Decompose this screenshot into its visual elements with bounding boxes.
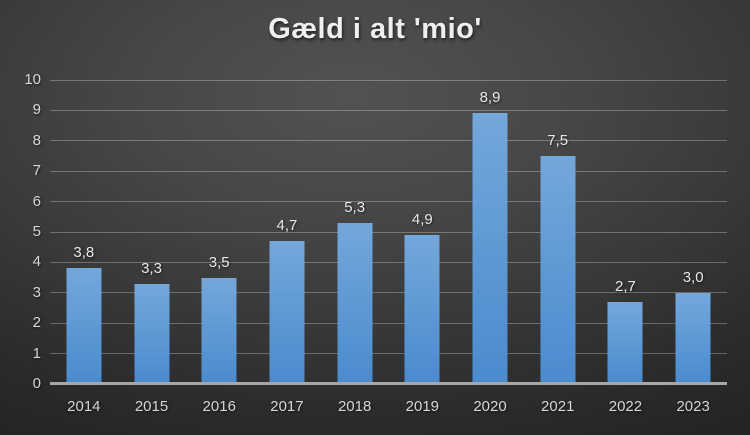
y-tick-label: 3 [32, 283, 41, 301]
bar-column: 3,0 [659, 80, 727, 384]
bar [134, 283, 170, 384]
bar [269, 241, 305, 384]
y-tick-label: 8 [32, 131, 41, 149]
y-tick-label: 7 [32, 162, 41, 180]
bar-column: 4,7 [253, 80, 321, 384]
bar-value-label: 3,8 [73, 244, 95, 262]
bar-column: 4,9 [389, 80, 457, 384]
y-tick-label: 4 [32, 253, 41, 271]
bar-column: 7,5 [524, 80, 592, 384]
bar-column: 3,3 [118, 80, 186, 384]
gridline [50, 109, 727, 111]
x-tick-label: 2018 [337, 398, 372, 415]
bar-value-label: 3,3 [141, 259, 162, 277]
gridline [50, 261, 727, 263]
bar-value-label: 5,3 [344, 198, 366, 216]
y-tick-label: 2 [32, 314, 41, 332]
gridline [50, 292, 727, 294]
bar-value-label: 8,9 [479, 89, 501, 107]
bar [337, 222, 373, 384]
gridline [50, 322, 727, 324]
bar [472, 113, 508, 384]
gridline [50, 140, 727, 142]
x-tick-label: 2020 [473, 398, 507, 415]
gridline [50, 79, 727, 81]
plot-area: 3,8 3,3 3,5 4,7 5,3 4,9 8,9 7,5 2,7 3,0 [50, 79, 727, 385]
bar [201, 277, 237, 384]
bar [540, 156, 576, 384]
y-tick-label: 0 [32, 375, 41, 392]
x-tick-label: 2021 [541, 398, 575, 415]
bar-column: 5,3 [321, 80, 389, 384]
bar [404, 235, 440, 384]
bar-column: 2,7 [592, 80, 660, 384]
x-tick-label: 2014 [67, 398, 101, 415]
x-tick-label: 2017 [270, 398, 304, 415]
y-tick-label: 9 [32, 101, 41, 119]
y-tick-label: 10 [24, 71, 41, 88]
bar-column: 3,5 [185, 80, 253, 384]
bar-value-label: 4,7 [276, 217, 298, 235]
chart-title: Gæld i alt 'mio' [268, 13, 482, 45]
gridline [50, 231, 727, 233]
bar-value-label: 2,7 [615, 277, 636, 295]
bar-value-label: 4,9 [411, 211, 433, 229]
bar [66, 268, 102, 384]
bar-column: 8,9 [456, 80, 524, 384]
bar [675, 292, 711, 384]
gridline [50, 353, 727, 355]
x-axis-line [50, 382, 727, 385]
x-tick-label: 2015 [134, 398, 169, 415]
x-tick-label: 2023 [676, 398, 710, 415]
bar-column: 3,8 [50, 80, 118, 384]
x-tick-label: 2016 [202, 398, 236, 415]
y-tick-label: 6 [32, 192, 41, 210]
y-tick-label: 1 [32, 344, 41, 362]
bar-value-label: 3,5 [208, 253, 230, 271]
bar [607, 301, 643, 384]
bar-value-label: 3,0 [682, 268, 704, 286]
gridline [50, 201, 727, 203]
bar-value-label: 7,5 [547, 132, 569, 149]
x-tick-label: 2019 [405, 398, 440, 415]
gridline [50, 170, 727, 172]
x-tick-label: 2022 [608, 398, 643, 415]
y-tick-label: 5 [32, 223, 41, 240]
